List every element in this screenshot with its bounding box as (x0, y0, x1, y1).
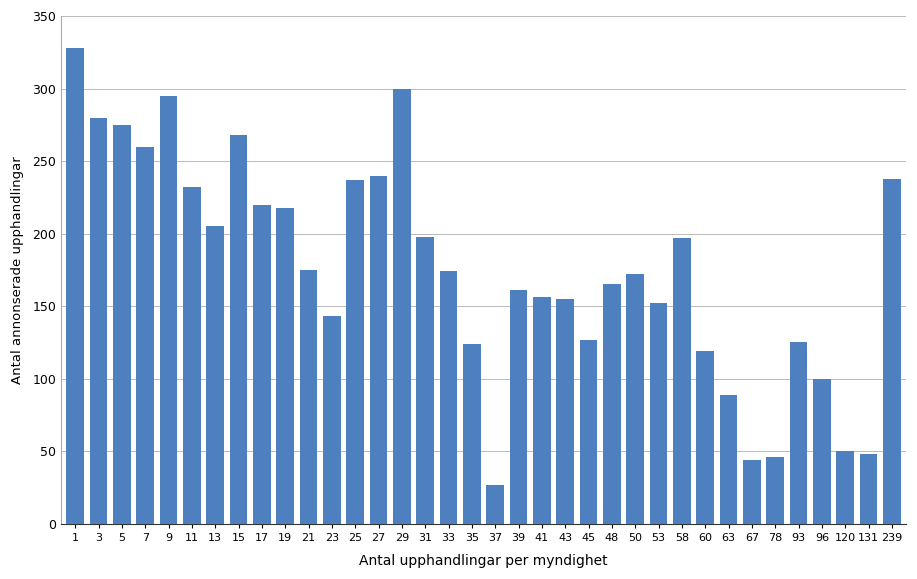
Bar (533, 298, 550, 524)
Bar (323, 316, 340, 524)
Bar (697, 351, 714, 524)
Bar (580, 339, 597, 524)
Bar (626, 274, 644, 524)
Bar (790, 342, 807, 524)
Bar (557, 299, 574, 524)
Bar (90, 118, 107, 524)
Bar (276, 207, 294, 524)
Bar (347, 180, 364, 524)
Bar (673, 238, 691, 524)
Bar (440, 272, 458, 524)
Bar (300, 270, 317, 524)
Bar (393, 89, 411, 524)
Bar (860, 454, 878, 524)
Bar (416, 237, 434, 524)
Bar (720, 395, 737, 524)
Bar (743, 460, 760, 524)
Bar (486, 485, 504, 524)
Bar (183, 187, 201, 524)
Bar (160, 96, 177, 524)
X-axis label: Antal upphandlingar per myndighet: Antal upphandlingar per myndighet (359, 554, 608, 568)
Bar (137, 146, 154, 524)
Bar (603, 284, 621, 524)
Bar (650, 303, 668, 524)
Bar (66, 48, 84, 524)
Bar (767, 457, 784, 524)
Bar (463, 344, 481, 524)
Y-axis label: Antal annonserade upphandlingar: Antal annonserade upphandlingar (11, 156, 24, 384)
Bar (883, 178, 900, 524)
Bar (813, 379, 831, 524)
Bar (206, 226, 224, 524)
Bar (113, 125, 130, 524)
Bar (253, 204, 271, 524)
Bar (836, 451, 854, 524)
Bar (510, 290, 527, 524)
Bar (370, 175, 387, 524)
Bar (230, 135, 248, 524)
